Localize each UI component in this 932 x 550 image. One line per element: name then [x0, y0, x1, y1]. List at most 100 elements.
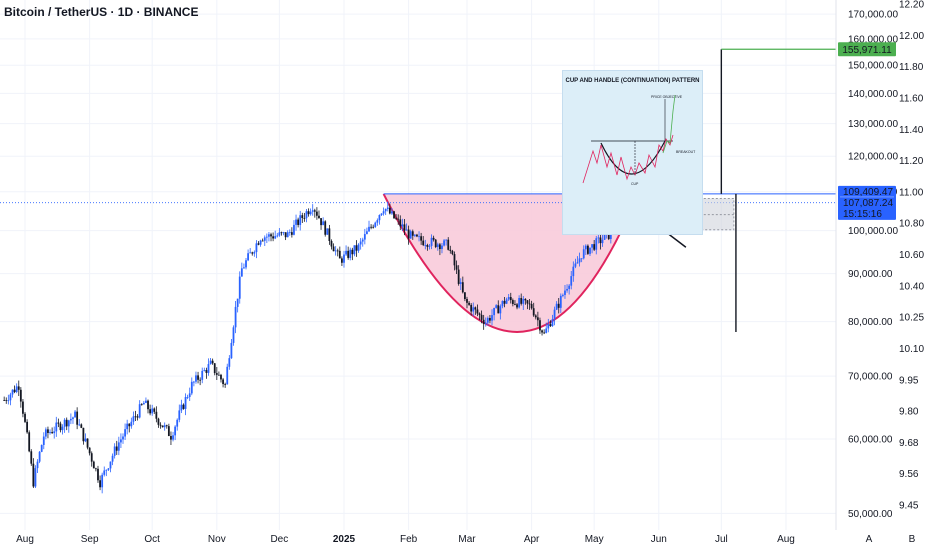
- candle-body: [378, 215, 381, 221]
- candle-body: [315, 211, 318, 216]
- candle-body: [11, 389, 14, 395]
- candle-body: [151, 408, 154, 414]
- cup-handle-reference-diagram: CUP AND HANDLE (CONTINUATION) PATTERN PR…: [562, 70, 703, 235]
- auto-scale-button[interactable]: A: [866, 534, 873, 545]
- candle-body: [370, 226, 372, 228]
- candle-body: [578, 258, 581, 263]
- candle-body: [167, 426, 170, 436]
- candle-body: [405, 229, 408, 231]
- candle-body: [136, 416, 139, 418]
- candle-body: [366, 231, 368, 235]
- secondary-scale-tick-label: 10.60: [899, 250, 924, 261]
- annotation-lines: [0, 48, 836, 332]
- candle-body: [514, 303, 516, 305]
- candle-body: [566, 288, 568, 291]
- candle-body: [361, 239, 364, 242]
- candle-body: [84, 438, 87, 442]
- symbol-title[interactable]: Bitcoin / TetherUS · 1D · BINANCE: [4, 5, 199, 19]
- candle-body: [245, 260, 247, 268]
- candle-body: [159, 424, 162, 426]
- secondary-scale-tick-label: 10.10: [899, 344, 924, 355]
- log-scale-button[interactable]: B: [909, 534, 916, 545]
- target-price-label: 155,971.11: [842, 45, 892, 56]
- candle-body: [238, 276, 241, 299]
- candle-body: [147, 400, 149, 410]
- candle-body: [76, 411, 79, 425]
- candle-body: [268, 234, 270, 237]
- candle-body: [509, 297, 512, 301]
- candle-body: [180, 404, 183, 411]
- candle-body: [476, 309, 479, 314]
- candle-body: [507, 297, 510, 300]
- candle-body: [526, 300, 529, 304]
- time-axis[interactable]: Aug Sep Oct Nov Dec 2025 Feb Mar Apr May Jun Jul Aug…: [16, 534, 916, 545]
- price-tick-label: 70,000.00: [848, 372, 893, 383]
- candle-body: [59, 423, 62, 431]
- candle-body: [545, 328, 548, 333]
- candle-body: [372, 226, 375, 228]
- candle-body: [549, 324, 552, 327]
- candle-body: [184, 397, 187, 409]
- candle-body: [251, 252, 254, 254]
- candle-body: [443, 240, 445, 246]
- candle-body: [561, 294, 564, 296]
- candle-body: [247, 253, 249, 261]
- candle-body: [595, 238, 598, 250]
- candle-body: [464, 292, 466, 299]
- candle-body: [536, 317, 539, 321]
- candle-body: [303, 217, 306, 219]
- candle-body: [489, 318, 491, 321]
- candle-body: [142, 402, 145, 405]
- candle-body: [593, 244, 596, 250]
- secondary-scale-tick-label: 11.40: [899, 125, 924, 136]
- candle-body: [313, 210, 316, 212]
- inset-cup-curve: [600, 140, 666, 175]
- candle-body: [324, 221, 327, 235]
- inset-label-target: PRICE OBJECTIVE: [651, 95, 683, 99]
- candle-body: [186, 396, 189, 398]
- candle-body: [607, 231, 610, 239]
- inset-label-cup: CUP: [631, 182, 639, 186]
- candle-body: [145, 400, 147, 403]
- candle-body: [17, 386, 20, 390]
- candle-body: [553, 309, 556, 320]
- price-tick-label: 130,000.00: [848, 119, 898, 130]
- candle-body: [55, 422, 58, 432]
- candle-body: [480, 314, 483, 320]
- candle-body: [276, 235, 279, 237]
- time-tick-label: Nov: [208, 534, 226, 545]
- candle-body: [61, 426, 64, 431]
- candle-body: [34, 468, 37, 487]
- candle-body: [297, 219, 300, 225]
- candle-body: [388, 207, 391, 214]
- candle-body: [395, 218, 398, 219]
- candle-body: [47, 429, 49, 433]
- candle-body: [347, 250, 350, 258]
- candle-body: [109, 461, 112, 469]
- candle-body: [72, 417, 74, 419]
- candle-body: [117, 442, 120, 451]
- time-tick-label: Sep: [81, 534, 99, 545]
- candle-body: [376, 220, 379, 223]
- candle-body: [474, 307, 477, 310]
- candle-body: [218, 374, 220, 376]
- price-axis[interactable]: 170,000.00 160,000.00 150,000.00 140,000.00…: [835, 0, 932, 550]
- candle-body: [564, 290, 566, 295]
- candle-body: [368, 226, 370, 232]
- candle-body: [36, 461, 39, 469]
- candle-body: [343, 254, 345, 263]
- candle-body: [120, 439, 122, 443]
- candle-body: [199, 379, 202, 381]
- time-tick-label: Apr: [524, 534, 540, 545]
- candle-body: [418, 236, 420, 238]
- candle-body: [516, 304, 518, 308]
- candle-body: [286, 232, 289, 238]
- candle-body: [9, 394, 12, 401]
- price-tick-label: 50,000.00: [848, 509, 893, 520]
- price-tick-label: 150,000.00: [848, 61, 898, 72]
- candle-body: [190, 381, 193, 394]
- candle-body: [232, 327, 235, 343]
- candle-body: [272, 236, 275, 239]
- price-tick-label: 140,000.00: [848, 89, 898, 100]
